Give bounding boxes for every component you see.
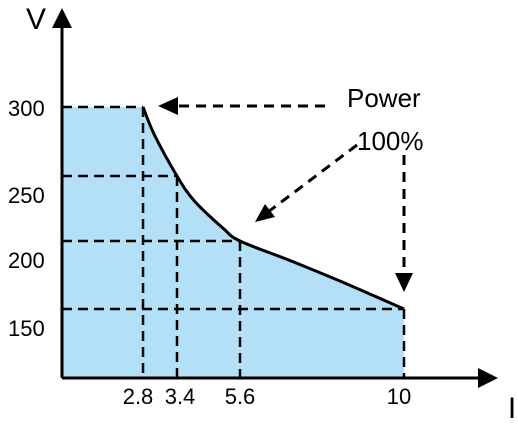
arrow-head-150-icon [395, 273, 413, 292]
y-tick-label-200: 200 [8, 248, 45, 273]
y-axis-arrow-icon [52, 8, 72, 28]
power-curve-line [141, 106, 405, 311]
x-tick-label-10: 10 [387, 384, 411, 409]
annotation-arrows [158, 97, 413, 292]
arrow-head-mid-icon [255, 204, 275, 222]
guide-lines [62, 105, 406, 378]
annotation-percent-label: 100% [357, 126, 424, 156]
arrow-head-300-icon [158, 97, 178, 115]
y-tick-label-150: 150 [8, 316, 45, 341]
y-tick-label-300: 300 [8, 96, 45, 121]
x-tick-label-2-8: 2.8 [123, 384, 154, 409]
annotation-power-label: Power [347, 83, 421, 113]
x-axis-label: I [508, 392, 516, 425]
y-tick-label-250: 250 [8, 183, 45, 208]
arrow-to-curve-mid [267, 143, 358, 214]
x-axis-arrow-icon [478, 368, 498, 388]
x-tick-label-3-4: 3.4 [165, 384, 196, 409]
x-tick-label-5-6: 5.6 [225, 384, 256, 409]
y-axis-label: V [26, 3, 46, 36]
